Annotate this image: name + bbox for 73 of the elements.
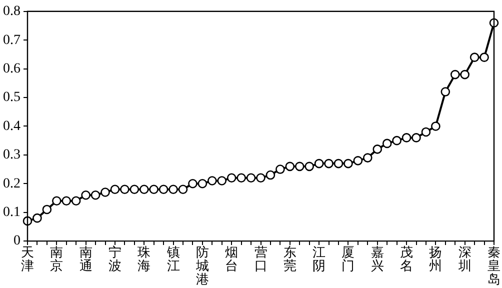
x-tick-label: 江阴	[312, 244, 326, 273]
point	[285, 162, 295, 172]
point	[158, 184, 168, 194]
point	[120, 184, 130, 194]
point	[276, 164, 285, 174]
point	[480, 52, 489, 62]
point	[178, 184, 188, 194]
y-tick-label: 0.1	[3, 205, 20, 220]
x-tick-label: 烟台	[225, 244, 238, 273]
point	[382, 138, 392, 148]
point	[226, 173, 236, 183]
point	[130, 184, 140, 194]
point	[139, 184, 149, 194]
y-tick-label: 0.4	[3, 118, 20, 134]
point	[198, 178, 208, 188]
point	[246, 173, 256, 183]
x-tick-label: 东莞	[283, 244, 296, 273]
x-tick-label: 珠海	[138, 244, 151, 273]
y-tick-label: 0	[14, 234, 20, 249]
y-tick-label: 0.7	[3, 32, 20, 48]
x-tick-label: 南通	[79, 244, 92, 273]
point	[90, 190, 100, 200]
x-tick-label: 秦皇岛	[488, 244, 500, 287]
x-tick-label: 茂名	[400, 244, 414, 273]
point	[460, 70, 470, 80]
point	[71, 196, 81, 206]
point	[256, 173, 266, 183]
x-tick-label: 扬州	[429, 244, 442, 273]
y-tick-label: 0.2	[3, 176, 20, 192]
y-tick-label: 0.8	[3, 4, 20, 20]
point	[470, 52, 480, 62]
point	[217, 176, 227, 186]
point	[149, 184, 158, 194]
point	[81, 190, 90, 200]
x-tick-label: 嘉兴	[370, 244, 384, 273]
point	[353, 156, 363, 166]
point	[412, 133, 421, 142]
point	[236, 173, 246, 183]
x-tick-label: 营口	[254, 244, 268, 273]
point	[52, 196, 62, 206]
y-tick-label: 0.6	[3, 61, 20, 76]
point	[314, 158, 324, 168]
point	[344, 158, 353, 168]
y-tick-label: 0.5	[3, 90, 20, 106]
x-tick-label: 深圳	[457, 244, 472, 273]
point	[304, 162, 314, 172]
point	[363, 153, 372, 162]
point	[421, 127, 431, 137]
x-tick-label: 宁波	[108, 244, 122, 273]
x-tick-label: 南京	[50, 244, 64, 273]
x-tick-label: 镇江	[166, 244, 180, 273]
point	[168, 184, 178, 194]
point	[110, 184, 120, 194]
point	[188, 178, 198, 188]
point	[392, 136, 402, 146]
point	[440, 87, 450, 96]
point	[372, 144, 382, 154]
point	[208, 176, 217, 186]
point	[431, 122, 440, 131]
point	[266, 170, 276, 180]
point	[100, 188, 110, 197]
point	[402, 133, 412, 142]
point	[32, 213, 42, 223]
y-tick-label: 0.3	[3, 148, 20, 163]
point	[324, 158, 334, 168]
point	[294, 162, 304, 172]
x-tick-label: 天津	[21, 244, 34, 273]
point	[62, 196, 72, 206]
point	[334, 158, 344, 168]
x-tick-label: 防城港	[194, 244, 209, 287]
x-tick-label: 厦门	[342, 244, 355, 273]
point	[450, 70, 460, 80]
point	[42, 204, 52, 214]
